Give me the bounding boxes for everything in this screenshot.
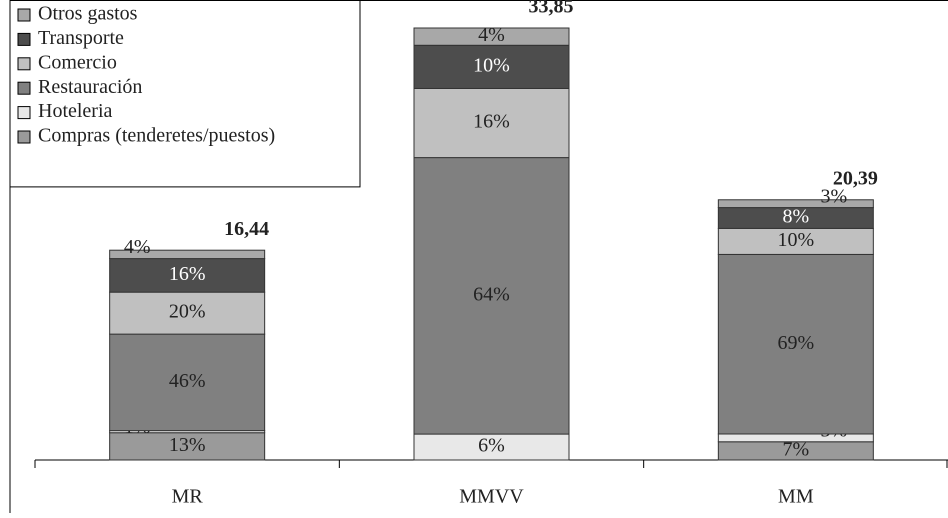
legend-label: Transporte <box>38 27 124 49</box>
data-label: 4% <box>478 24 505 46</box>
legend-label: Hoteleria <box>38 100 113 122</box>
data-label: 64% <box>473 283 510 305</box>
total-label: 33,85 <box>529 0 574 18</box>
x-tick-label: MMVV <box>459 486 524 508</box>
bar-segment <box>413 44 570 89</box>
legend-box <box>9 0 361 188</box>
legend-label: Restauración <box>38 76 142 98</box>
legend-swatch <box>17 8 31 22</box>
data-label: 8% <box>782 206 809 228</box>
legend-swatch <box>17 57 31 71</box>
data-label: 20% <box>169 301 206 323</box>
legend-label: Compras (tenderetes/puestos) <box>38 125 275 147</box>
data-label: 16% <box>169 263 206 285</box>
data-label: 4% <box>124 236 151 258</box>
data-label: 3% <box>820 185 847 207</box>
x-tick-label: MM <box>778 486 814 508</box>
bar-segment <box>109 249 266 260</box>
data-label: 10% <box>777 229 814 251</box>
legend-swatch <box>17 32 31 46</box>
data-label: 10% <box>473 54 510 76</box>
legend-swatch <box>17 106 31 120</box>
legend-swatch <box>17 81 31 95</box>
data-label: 46% <box>169 370 206 392</box>
bar-segment <box>413 27 570 46</box>
total-label: 16,44 <box>224 218 269 240</box>
legend-label: Otros gastos <box>38 3 138 25</box>
bar-segment <box>717 199 874 209</box>
legend-swatch <box>17 130 31 144</box>
bar-segment <box>413 87 570 159</box>
data-label: 7% <box>782 438 809 460</box>
bar-segment <box>109 258 266 293</box>
bar-segment <box>413 157 570 435</box>
bar-segment <box>717 253 874 435</box>
bar-segment <box>109 432 266 461</box>
data-label: 13% <box>169 434 206 456</box>
bar-segment <box>109 333 266 432</box>
data-label: 6% <box>478 435 505 457</box>
total-label: 20,39 <box>833 167 878 189</box>
x-tick-label: MR <box>172 486 204 508</box>
bar-segment <box>413 433 570 461</box>
data-label: 69% <box>777 332 814 354</box>
data-label: 16% <box>473 111 510 133</box>
legend-label: Comercio <box>38 51 117 73</box>
bar-segment <box>717 433 874 443</box>
